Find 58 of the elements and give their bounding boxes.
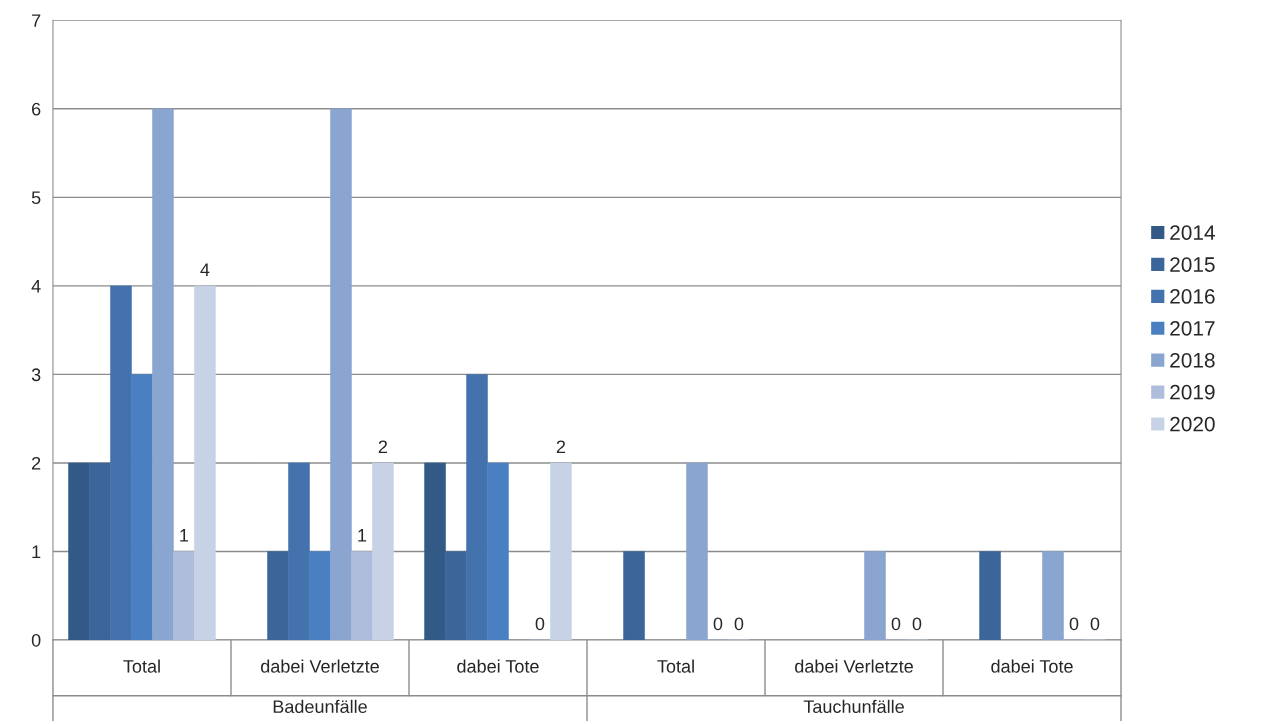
bar: [864, 551, 886, 641]
y-tick-label: 6: [32, 102, 41, 116]
bar: [979, 551, 1001, 641]
y-tick-label: 2: [32, 456, 41, 470]
bar: [131, 374, 153, 641]
text: Badeunfälle: [273, 699, 367, 714]
data-label: 0: [713, 617, 723, 631]
x-tick-label: dabei Tote: [991, 659, 1073, 673]
bar: [110, 285, 132, 641]
bar: [267, 551, 289, 641]
bar: [445, 551, 467, 641]
data-label: 1: [180, 529, 189, 542]
data-label: 0: [734, 617, 744, 631]
y-tick-label: 5: [31, 191, 41, 205]
y-tick-label: 1: [32, 545, 41, 559]
bar: [550, 462, 572, 641]
bar: [89, 462, 111, 641]
data-label: 4: [200, 263, 210, 276]
legend-label: 2020: [1170, 416, 1215, 432]
data-label: 0: [1069, 617, 1079, 631]
y-tick-label: 7: [32, 14, 41, 27]
data-label: 2: [556, 440, 566, 453]
legend-label: 2017: [1170, 320, 1215, 336]
bar: [1042, 551, 1064, 641]
legend-label: 2019: [1170, 384, 1215, 400]
bar: [68, 462, 90, 641]
bar: [351, 551, 373, 641]
data-label: 0: [1090, 617, 1100, 631]
bar: [424, 462, 446, 641]
x-tick-label: Total: [657, 659, 694, 673]
bar: [288, 462, 310, 641]
y-tick-label: 3: [31, 368, 41, 382]
bar: [309, 551, 331, 641]
legend-label: 2018: [1170, 352, 1215, 368]
y-tick-label: 0: [31, 633, 41, 647]
bar: [173, 551, 195, 641]
legend-label: 2014: [1170, 225, 1215, 240]
bar: [623, 551, 645, 641]
legend-label: 2016: [1170, 289, 1215, 304]
data-label: 2: [378, 440, 388, 453]
text: Tauchunfälle: [803, 699, 904, 714]
data-label: 1: [358, 529, 367, 542]
bar: [466, 374, 488, 641]
data-label: 0: [912, 617, 922, 631]
y-tick-label: 4: [31, 280, 41, 293]
x-tick-label: Total: [123, 659, 160, 673]
bar: [152, 108, 174, 641]
data-label: 0: [891, 617, 901, 631]
bar: [194, 285, 216, 641]
bar: [372, 462, 394, 641]
bar: [686, 462, 708, 641]
legend-label: 2015: [1170, 257, 1215, 272]
x-tick-label: dabei Tote: [457, 659, 539, 673]
data-label: 0: [535, 617, 545, 631]
bar: [487, 462, 509, 641]
bar: [330, 108, 352, 641]
x-tick-label: dabei Verletzte: [261, 659, 379, 673]
x-tick-label: dabei Verletzte: [795, 659, 913, 673]
